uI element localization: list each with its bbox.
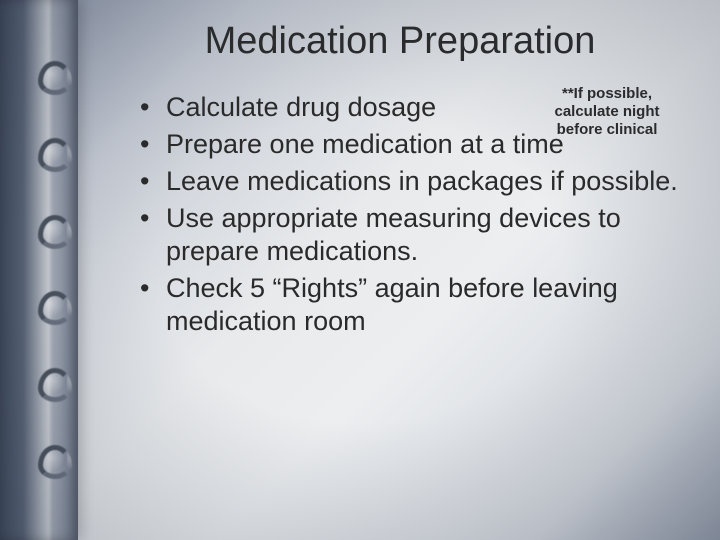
ring-icon <box>38 138 72 172</box>
slide-body: **If possible, calculate night before cl… <box>110 91 690 338</box>
bullet-list: Calculate drug dosage Prepare one medica… <box>110 91 690 338</box>
ring-icon <box>38 445 72 479</box>
slide-content: Medication Preparation **If possible, ca… <box>110 20 690 520</box>
ring-icon <box>38 291 72 325</box>
bullet-item: Calculate drug dosage <box>140 91 690 124</box>
ring-icon <box>38 61 72 95</box>
bullet-item: Use appropriate measuring devices to pre… <box>140 202 690 268</box>
bullet-item: Leave medications in packages if possibl… <box>140 165 690 198</box>
ring-icon <box>38 368 72 402</box>
ring-icon <box>38 215 72 249</box>
binder-rings <box>48 0 88 540</box>
bullet-item: Prepare one medication at a time <box>140 128 690 161</box>
bullet-item: Check 5 “Rights” again before leaving me… <box>140 272 690 338</box>
slide-title: Medication Preparation <box>110 20 690 63</box>
